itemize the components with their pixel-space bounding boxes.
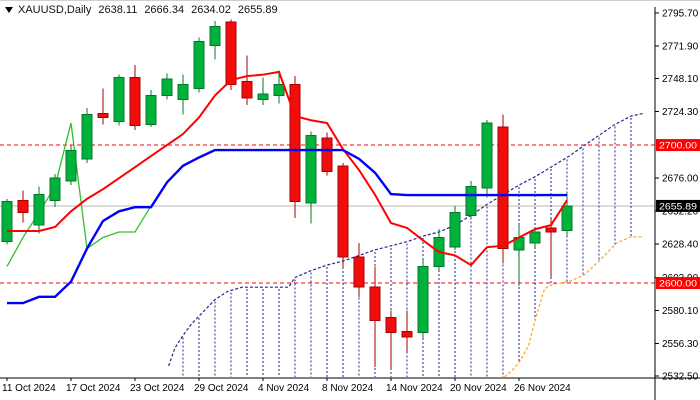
x-axis-label: 17 Oct 2024	[66, 383, 121, 394]
x-axis-label: 8 Nov 2024	[322, 383, 374, 394]
bull-candle	[305, 134, 317, 204]
bear-candle	[241, 81, 253, 99]
y-axis-label: 2795.70	[662, 9, 699, 20]
x-axis-label: 4 Nov 2024	[258, 383, 310, 394]
bull-candle	[481, 122, 493, 189]
y-axis-label: 2652.20	[662, 207, 699, 218]
bull-candle	[193, 41, 205, 89]
bull-candle	[161, 78, 173, 96]
bear-candle	[337, 165, 349, 258]
level-price-tag	[656, 277, 700, 290]
bear-candle	[289, 83, 301, 203]
tenkan-sen-line	[7, 70, 568, 267]
bull-candle	[1, 201, 13, 243]
bull-candle	[257, 93, 269, 101]
bear-candle	[369, 286, 381, 321]
bull-candle	[417, 265, 429, 334]
bull-candle	[209, 25, 221, 47]
bull-candle	[49, 177, 61, 201]
bear-candle	[545, 227, 557, 233]
bull-candle	[65, 150, 77, 182]
level-price-tag-text: 2700.00	[659, 141, 697, 152]
ohlc-open: 2638.11	[98, 4, 138, 16]
chikou-span-line	[6, 122, 152, 267]
y-axis-label: 2771.90	[662, 41, 699, 52]
bull-candle	[561, 205, 573, 231]
x-axis-label: 11 Oct 2024	[2, 383, 56, 394]
ohlc-close: 2655.89	[237, 4, 278, 16]
x-axis-label: 23 Oct 2024	[130, 383, 185, 394]
y-axis-label: 2676.00	[662, 174, 699, 185]
kijun-sen-line	[7, 148, 567, 305]
x-axis-label: 20 Nov 2024	[450, 383, 507, 394]
senkou-span-a-line	[168, 112, 644, 367]
symbol-dropdown-icon[interactable]	[5, 7, 13, 13]
x-axis-label: 26 Nov 2024	[514, 383, 571, 394]
bull-candle	[177, 83, 189, 101]
level-price-tag-text: 2600.00	[659, 279, 697, 290]
current-price-tag-text: 2655.89	[659, 201, 697, 212]
bull-candle	[465, 185, 477, 216]
bull-candle	[81, 114, 93, 160]
x-axis-label: 14 Nov 2024	[386, 383, 443, 394]
senkou-span-b-line	[504, 236, 644, 378]
chart-title-bar: XAUUSD,Daily 2638.11 2666.34 2634.02 265…	[5, 4, 278, 16]
x-axis-label: 29 Oct 2024	[194, 383, 249, 394]
bull-candle	[529, 231, 541, 244]
bear-candle	[385, 317, 397, 334]
bull-candle	[113, 76, 125, 123]
symbol-timeframe-label: XAUUSD,Daily	[18, 4, 92, 16]
bear-candle	[401, 330, 413, 338]
current-price-tag	[656, 199, 700, 212]
ohlc-high: 2666.34	[144, 4, 185, 16]
bear-candle	[17, 199, 29, 214]
y-axis-label: 2628.40	[662, 239, 699, 250]
y-axis-label: 2724.30	[662, 107, 699, 118]
y-axis-label: 2532.50	[662, 372, 699, 383]
bull-candle	[145, 94, 157, 125]
level-price-tag	[656, 139, 700, 152]
bear-candle	[129, 76, 141, 127]
bear-candle	[97, 112, 109, 118]
bear-candle	[321, 137, 333, 172]
ohlc-low: 2634.02	[191, 4, 231, 16]
bear-candle	[353, 256, 365, 288]
y-axis-label: 2580.10	[662, 306, 699, 317]
bull-candle	[273, 83, 285, 96]
bear-candle	[225, 21, 237, 85]
y-axis-label: 2556.30	[662, 339, 699, 350]
bull-candle	[449, 212, 461, 248]
y-axis-label: 2748.10	[662, 74, 699, 85]
bull-candle	[33, 194, 45, 226]
bear-candle	[497, 126, 509, 250]
